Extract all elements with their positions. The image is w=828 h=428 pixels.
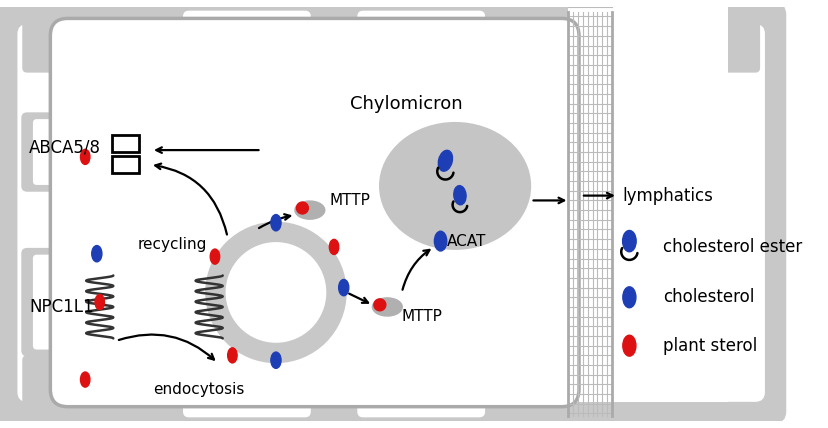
Circle shape [296, 202, 308, 214]
Ellipse shape [92, 246, 102, 262]
Text: Chylomicron: Chylomicron [350, 95, 462, 113]
FancyBboxPatch shape [0, 3, 785, 423]
Ellipse shape [271, 214, 281, 231]
Ellipse shape [372, 298, 402, 316]
Text: MTTP: MTTP [329, 193, 369, 208]
FancyBboxPatch shape [51, 18, 578, 407]
Ellipse shape [622, 230, 635, 252]
FancyBboxPatch shape [22, 248, 81, 357]
FancyBboxPatch shape [357, 11, 484, 75]
Ellipse shape [329, 239, 339, 255]
FancyBboxPatch shape [183, 11, 310, 75]
Ellipse shape [80, 149, 89, 164]
Text: NPC1L1: NPC1L1 [29, 298, 94, 316]
Text: recycling: recycling [137, 237, 207, 252]
Ellipse shape [271, 352, 281, 369]
Ellipse shape [379, 123, 529, 249]
Circle shape [225, 242, 326, 343]
Ellipse shape [434, 231, 446, 251]
Ellipse shape [80, 372, 89, 387]
Ellipse shape [295, 201, 325, 219]
FancyBboxPatch shape [33, 255, 75, 350]
FancyBboxPatch shape [357, 353, 484, 417]
Ellipse shape [622, 287, 635, 308]
Ellipse shape [622, 335, 635, 356]
Text: ACAT: ACAT [447, 234, 486, 249]
Circle shape [206, 223, 345, 362]
Ellipse shape [339, 279, 349, 296]
Bar [568, 7, 727, 402]
FancyBboxPatch shape [183, 353, 310, 417]
Bar [112, 156, 139, 173]
Text: MTTP: MTTP [402, 309, 442, 324]
FancyBboxPatch shape [22, 112, 81, 192]
FancyBboxPatch shape [17, 24, 764, 402]
Ellipse shape [438, 150, 452, 171]
Text: cholesterol: cholesterol [662, 288, 753, 306]
Ellipse shape [228, 348, 237, 363]
Circle shape [373, 299, 385, 311]
Bar [112, 135, 139, 152]
Ellipse shape [453, 186, 465, 205]
FancyBboxPatch shape [22, 355, 554, 418]
Text: ABCA5/8: ABCA5/8 [29, 138, 101, 156]
Ellipse shape [210, 249, 219, 264]
Text: plant sterol: plant sterol [662, 337, 757, 355]
Text: endocytosis: endocytosis [152, 382, 244, 397]
Text: lymphatics: lymphatics [622, 187, 713, 205]
FancyBboxPatch shape [33, 119, 75, 185]
Ellipse shape [95, 294, 104, 310]
Text: cholesterol ester: cholesterol ester [662, 238, 802, 256]
FancyBboxPatch shape [22, 10, 759, 73]
